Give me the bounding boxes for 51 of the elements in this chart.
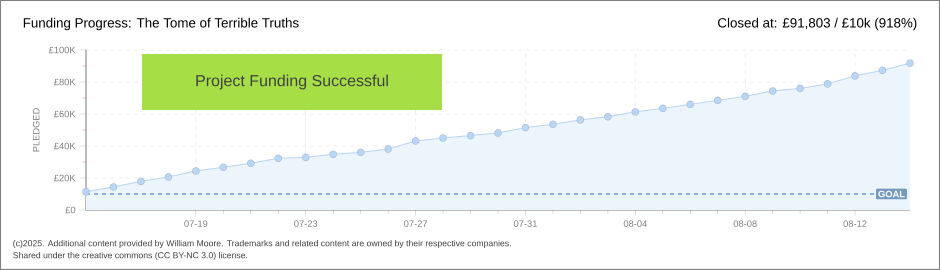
- point: [439, 134, 447, 142]
- point: [878, 66, 886, 74]
- point: [851, 72, 859, 80]
- point: [220, 164, 228, 172]
- annotation: Project Funding Successful: [196, 74, 388, 90]
- y-axis-title: PLEDGED: [32, 108, 40, 152]
- x-tick-label: 07-23: [294, 220, 318, 227]
- x-tick-label: 08-04: [624, 220, 647, 227]
- point: [714, 96, 722, 104]
- chart-title: Funding Progress: The Tome of Terrible Truths: [24, 18, 299, 30]
- x-tick-label: 07-31: [514, 220, 537, 227]
- point: [137, 178, 145, 186]
- x-tick-label: 07-19: [184, 220, 208, 227]
- x-tick-label: 08-12: [843, 220, 867, 227]
- point: [384, 145, 392, 153]
- point: [192, 167, 200, 175]
- point: [741, 92, 749, 100]
- text: (c)2025. Additional content provided by William Moore. Trademarks and related content are owned by their respective companies.: [13, 240, 511, 248]
- point: [247, 160, 255, 168]
- point: [906, 59, 914, 67]
- point: [522, 124, 530, 132]
- y-tick-label: £20K: [54, 174, 76, 182]
- y-tick-label: £0: [66, 206, 76, 214]
- point: [110, 183, 118, 191]
- point: [466, 132, 474, 140]
- point: [796, 84, 804, 92]
- point: [576, 116, 584, 124]
- point: [274, 154, 282, 162]
- point: [329, 150, 337, 158]
- point: [412, 137, 420, 145]
- y-tick-label: £40K: [54, 142, 76, 150]
- point: [549, 120, 557, 128]
- y-tick-label: £80K: [54, 78, 76, 86]
- text: Shared under the creative commons (CC BY-NC 3.0) license.: [13, 252, 248, 260]
- y-tick-label: £100K: [48, 46, 76, 54]
- y-tick-label: £60K: [54, 110, 76, 118]
- point: [302, 154, 310, 162]
- point: [604, 112, 612, 120]
- point: [82, 188, 90, 196]
- chart-subtitle: Closed at: £91,803 / £10k (918%): [718, 18, 916, 30]
- point: [356, 148, 364, 156]
- point: [824, 80, 832, 88]
- x-tick-label: 07-27: [404, 220, 428, 227]
- point: [768, 87, 776, 95]
- x-tick-label: 08-08: [734, 220, 757, 227]
- point: [686, 100, 694, 108]
- ref-line-label: GOAL: [878, 190, 905, 198]
- point: [632, 108, 640, 116]
- point: [494, 129, 502, 137]
- point: [659, 104, 667, 112]
- point: [164, 173, 172, 181]
